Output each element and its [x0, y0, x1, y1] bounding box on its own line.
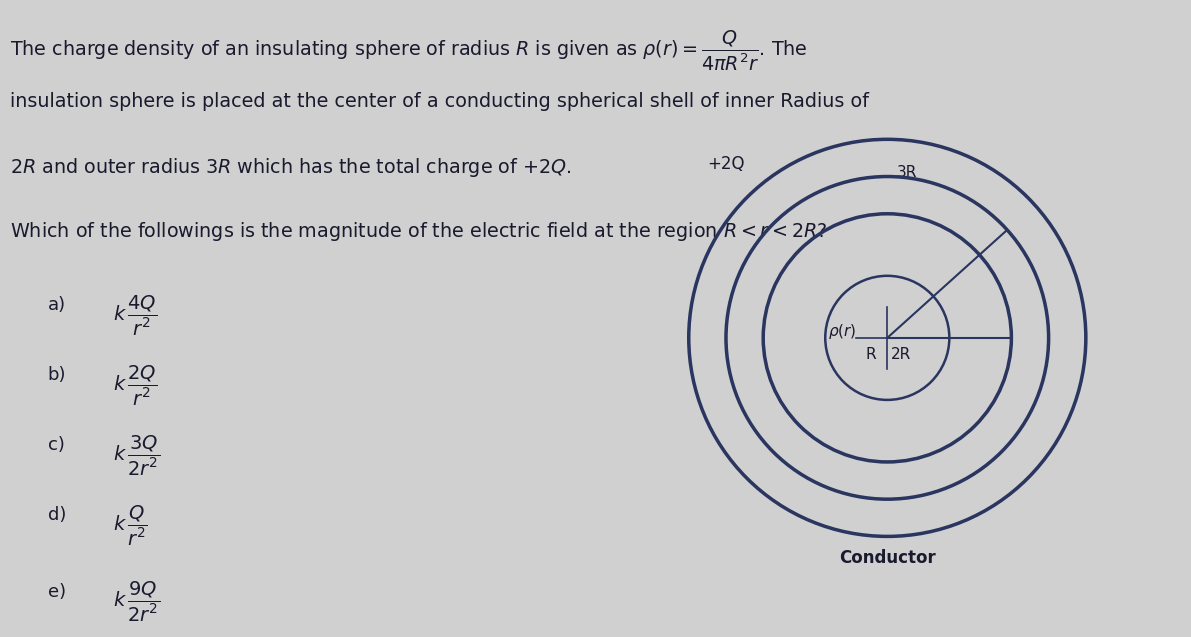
Text: +2Q: +2Q [707, 155, 744, 173]
Text: $k\,\dfrac{Q}{r^2}$: $k\,\dfrac{Q}{r^2}$ [113, 503, 148, 548]
Text: e): e) [48, 583, 66, 601]
Text: $k\,\dfrac{9Q}{2r^2}$: $k\,\dfrac{9Q}{2r^2}$ [113, 580, 160, 624]
Text: 2R: 2R [891, 347, 911, 362]
Text: $k\,\dfrac{2Q}{r^2}$: $k\,\dfrac{2Q}{r^2}$ [113, 363, 157, 408]
Text: a): a) [48, 296, 66, 314]
Text: $k\,\dfrac{3Q}{2r^2}$: $k\,\dfrac{3Q}{2r^2}$ [113, 433, 160, 478]
Text: The charge density of an insulating sphere of radius $R$ is given as $\rho(r) = : The charge density of an insulating sphe… [10, 29, 807, 73]
Text: insulation sphere is placed at the center of a conducting spherical shell of inn: insulation sphere is placed at the cente… [10, 92, 868, 111]
Text: R: R [866, 347, 877, 362]
Text: $\rho(r)$: $\rho(r)$ [829, 322, 856, 341]
Text: b): b) [48, 366, 67, 384]
Text: $2R$ and outer radius $3R$ which has the total charge of $+2Q$.: $2R$ and outer radius $3R$ which has the… [10, 156, 572, 179]
Text: c): c) [48, 436, 64, 454]
Text: d): d) [48, 506, 66, 524]
Text: Conductor: Conductor [838, 549, 936, 567]
Text: Which of the followings is the magnitude of the electric field at the region $R : Which of the followings is the magnitude… [10, 220, 827, 243]
Text: 3R: 3R [897, 164, 917, 180]
Text: $k\,\dfrac{4Q}{r^2}$: $k\,\dfrac{4Q}{r^2}$ [113, 293, 157, 338]
